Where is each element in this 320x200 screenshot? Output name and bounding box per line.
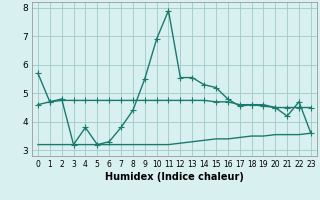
X-axis label: Humidex (Indice chaleur): Humidex (Indice chaleur): [105, 172, 244, 182]
